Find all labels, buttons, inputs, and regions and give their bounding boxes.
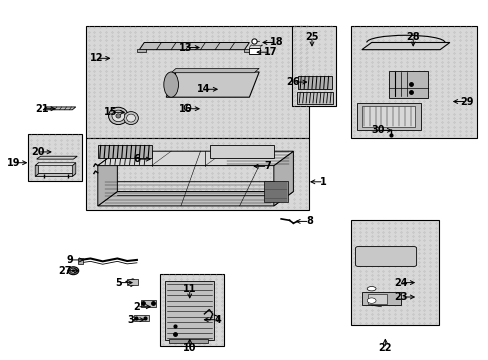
Bar — [350, 220, 438, 325]
Text: 7: 7 — [264, 161, 270, 171]
FancyBboxPatch shape — [355, 247, 416, 266]
Bar — [367, 294, 386, 304]
Polygon shape — [72, 163, 76, 176]
Bar — [388, 71, 427, 98]
Ellipse shape — [70, 268, 77, 273]
Ellipse shape — [68, 267, 79, 275]
Bar — [127, 279, 138, 285]
Text: 10: 10 — [183, 343, 196, 354]
Bar — [134, 315, 148, 321]
Text: 14: 14 — [197, 84, 210, 94]
Text: 8: 8 — [305, 216, 312, 226]
Polygon shape — [98, 151, 293, 166]
Bar — [356, 103, 420, 130]
Polygon shape — [35, 163, 39, 176]
Bar — [85, 26, 308, 138]
Text: 24: 24 — [393, 278, 407, 288]
Polygon shape — [43, 107, 76, 110]
Text: 21: 21 — [35, 104, 48, 114]
Text: 28: 28 — [406, 32, 419, 42]
Text: 27: 27 — [58, 266, 72, 276]
Ellipse shape — [126, 114, 135, 122]
Text: 29: 29 — [459, 96, 473, 107]
Text: 22: 22 — [378, 343, 391, 354]
Polygon shape — [166, 72, 259, 97]
Text: 26: 26 — [286, 77, 300, 87]
Text: 5: 5 — [115, 278, 122, 288]
Bar — [137, 49, 145, 52]
Text: 12: 12 — [89, 53, 103, 63]
Bar — [361, 106, 414, 127]
Text: 30: 30 — [370, 125, 384, 135]
Text: 3: 3 — [127, 315, 134, 325]
Polygon shape — [273, 151, 293, 206]
Bar — [78, 258, 83, 264]
Text: 1: 1 — [320, 177, 326, 187]
Text: 17: 17 — [263, 47, 277, 57]
Bar — [292, 26, 336, 106]
Polygon shape — [98, 192, 293, 206]
Bar — [160, 274, 224, 346]
Ellipse shape — [72, 270, 75, 272]
Text: 13: 13 — [179, 42, 192, 53]
Text: 16: 16 — [179, 104, 192, 114]
Ellipse shape — [366, 298, 375, 303]
Text: 18: 18 — [269, 37, 283, 48]
Bar — [249, 48, 260, 54]
Ellipse shape — [112, 110, 124, 122]
Text: 15: 15 — [104, 107, 118, 117]
Ellipse shape — [108, 107, 128, 125]
Text: 9: 9 — [66, 255, 73, 265]
Ellipse shape — [163, 72, 178, 97]
Ellipse shape — [366, 287, 375, 291]
Bar — [210, 145, 273, 158]
Polygon shape — [35, 174, 76, 176]
Polygon shape — [37, 156, 77, 159]
Ellipse shape — [116, 114, 121, 118]
Text: 2: 2 — [133, 302, 140, 312]
Polygon shape — [361, 42, 449, 50]
Polygon shape — [139, 42, 249, 50]
Bar — [297, 92, 332, 104]
Bar — [298, 76, 331, 89]
Bar — [168, 339, 207, 343]
Bar — [350, 26, 476, 138]
Bar — [264, 181, 287, 202]
Bar — [243, 49, 252, 52]
Text: 11: 11 — [183, 284, 196, 294]
Bar — [28, 134, 82, 181]
Text: 25: 25 — [305, 32, 318, 42]
Text: 6: 6 — [133, 154, 140, 164]
Polygon shape — [171, 68, 259, 73]
Bar — [141, 300, 156, 307]
Polygon shape — [35, 163, 76, 166]
Bar — [361, 292, 400, 305]
Polygon shape — [98, 151, 117, 206]
Ellipse shape — [123, 112, 138, 125]
Text: 23: 23 — [393, 292, 407, 302]
Text: 20: 20 — [31, 147, 44, 157]
Bar — [98, 145, 151, 158]
Text: 19: 19 — [6, 158, 20, 168]
Bar — [85, 138, 308, 210]
Bar — [165, 281, 214, 340]
Text: 4: 4 — [214, 315, 221, 325]
